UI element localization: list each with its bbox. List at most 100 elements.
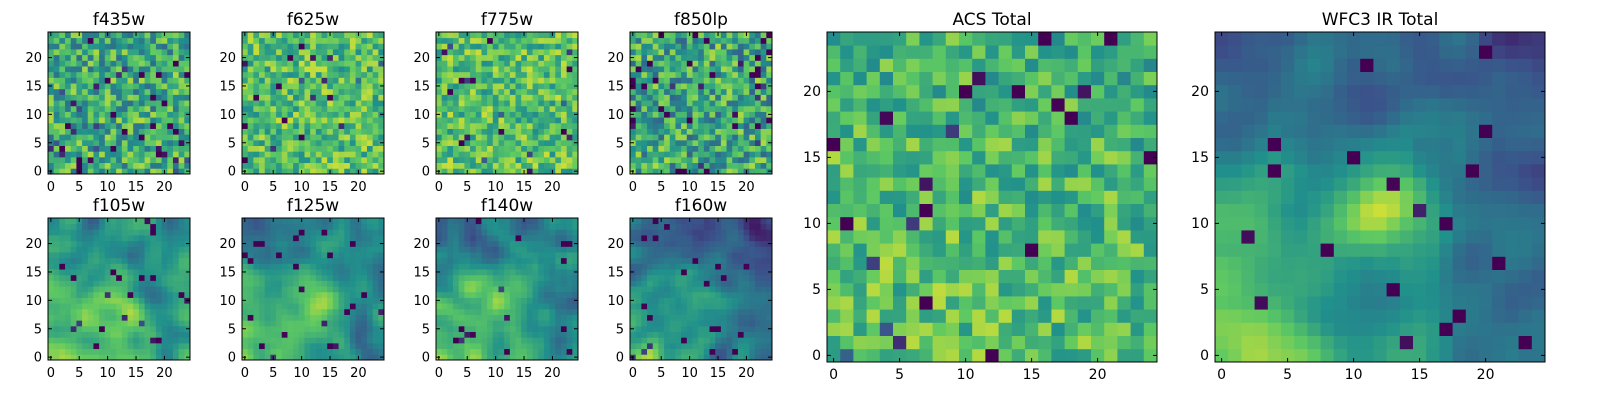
heatmap-cell <box>453 77 460 84</box>
heatmap-cell <box>321 269 328 276</box>
heatmap-cell <box>287 303 294 310</box>
heatmap-cell <box>281 320 288 327</box>
heatmap-cell <box>144 128 151 135</box>
heatmap-cell <box>720 139 727 146</box>
heatmap-cell <box>110 257 117 264</box>
heatmap-cell <box>349 117 356 124</box>
heatmap-cell <box>344 168 351 175</box>
heatmap-cell <box>652 122 659 129</box>
heatmap-cell <box>361 331 368 338</box>
heatmap-cell <box>270 308 277 315</box>
heatmap-cell <box>703 348 710 355</box>
heatmap-cell <box>378 235 385 242</box>
heatmap-cell <box>675 274 682 281</box>
heatmap-cell <box>481 235 488 242</box>
heatmap-cell <box>104 291 111 298</box>
heatmap-cell <box>526 314 533 321</box>
heatmap-cell <box>378 162 385 169</box>
heatmap-cell <box>338 229 345 236</box>
heatmap-cell <box>453 291 460 298</box>
heatmap-cell <box>70 291 77 298</box>
heatmap-cell <box>281 66 288 73</box>
heatmap-cell <box>378 145 385 152</box>
heatmap-cell <box>470 111 477 118</box>
heatmap-cell <box>253 252 260 259</box>
heatmap-cell <box>110 145 117 152</box>
heatmap-cell <box>538 325 545 332</box>
heatmap-cell <box>338 286 345 293</box>
heatmap-cell <box>664 354 671 361</box>
heatmap-cell <box>652 139 659 146</box>
heatmap-cell <box>304 223 311 230</box>
heatmap-cell <box>276 240 283 247</box>
heatmap-cell <box>150 54 157 61</box>
x-tick-label: 5 <box>269 180 277 195</box>
heatmap-cell <box>264 37 271 44</box>
y-tick-label: 15 <box>413 79 430 94</box>
heatmap-cell <box>566 269 573 276</box>
heatmap-cell <box>184 37 191 44</box>
heatmap-cell <box>543 263 550 270</box>
heatmap-cell <box>150 303 157 310</box>
heatmap-cell <box>242 145 249 152</box>
heatmap-cell <box>732 156 739 164</box>
heatmap-cell <box>270 43 277 50</box>
heatmap-cell <box>138 60 145 67</box>
heatmap-cell <box>321 280 328 287</box>
heatmap-cell <box>555 117 562 124</box>
heatmap-cell <box>48 235 55 242</box>
heatmap-cell <box>264 66 271 73</box>
heatmap-cell <box>560 223 568 230</box>
heatmap-cell <box>760 331 767 338</box>
heatmap-cell <box>281 105 288 112</box>
heatmap-cell <box>681 43 688 50</box>
heatmap-cell <box>59 134 66 141</box>
heatmap-cell <box>681 134 688 141</box>
heatmap-cell <box>647 88 654 95</box>
heatmap-cell <box>276 291 283 298</box>
heatmap-cell <box>492 71 499 78</box>
heatmap-cell <box>487 308 494 315</box>
heatmap-cell <box>538 77 545 84</box>
heatmap-cell <box>167 246 174 253</box>
heatmap-cell <box>161 37 168 44</box>
heatmap-cell <box>70 111 77 118</box>
heatmap-cell <box>298 117 305 124</box>
heatmap-cell <box>259 274 266 281</box>
heatmap-cell <box>538 331 545 338</box>
heatmap-cell <box>150 240 157 247</box>
heatmap-cell <box>172 162 180 169</box>
heatmap-cell <box>344 145 351 152</box>
heatmap-cell <box>515 122 522 129</box>
heatmap-cell <box>327 100 334 107</box>
heatmap-cell <box>686 162 693 169</box>
heatmap-cell <box>698 32 705 39</box>
y-tick-label: 5 <box>422 322 430 337</box>
heatmap-cell <box>487 218 494 225</box>
heatmap-cell <box>116 337 123 344</box>
heatmap-cell <box>436 246 443 253</box>
heatmap-cell <box>59 139 66 146</box>
heatmap-cell <box>53 342 60 350</box>
heatmap-cell <box>686 325 693 332</box>
heatmap-cell <box>487 134 494 141</box>
heatmap-cell <box>65 246 72 253</box>
heatmap-cell <box>543 88 550 95</box>
heatmap-cell <box>167 257 174 264</box>
heatmap-cell <box>475 252 482 259</box>
y-tick-label: 20 <box>219 51 236 66</box>
heatmap-cell <box>138 354 145 361</box>
heatmap-cell <box>104 303 111 310</box>
heatmap-cell <box>315 139 322 146</box>
heatmap-cell <box>720 37 727 44</box>
heatmap-cell <box>720 280 727 287</box>
heatmap-cell <box>436 156 443 164</box>
heatmap-cell <box>372 117 379 124</box>
heatmap-cell <box>65 303 72 310</box>
heatmap-cell <box>447 320 454 327</box>
heatmap-cell <box>338 60 345 67</box>
heatmap-cell <box>754 308 762 315</box>
heatmap-cell <box>82 54 89 61</box>
heatmap-cell <box>184 280 191 287</box>
heatmap-cell <box>48 60 55 67</box>
